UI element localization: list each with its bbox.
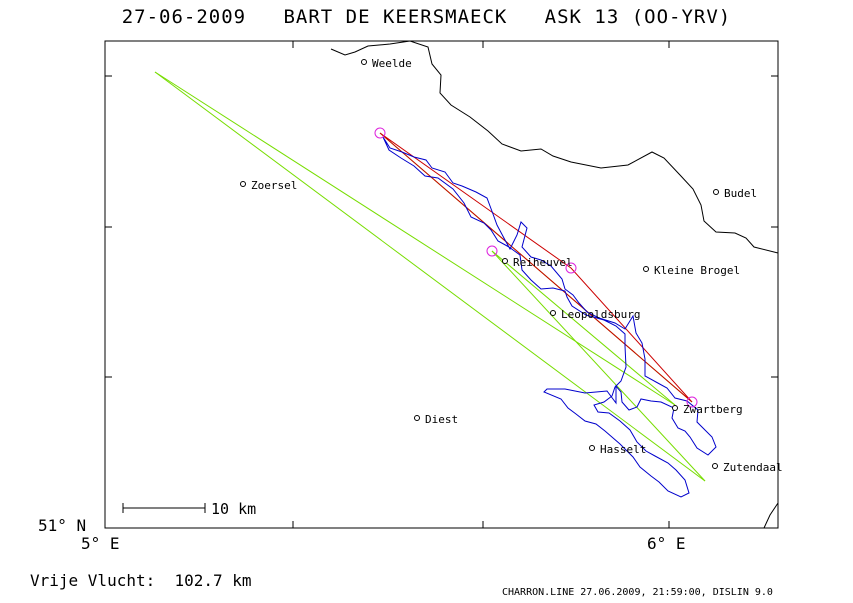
- place-marker-icon: [240, 181, 246, 187]
- turnpoint-marker: [686, 396, 698, 408]
- map-title: 27-06-2009 BART DE KEERSMAECK ASK 13 (OO…: [121, 6, 732, 28]
- place-label: Weelde: [372, 57, 412, 70]
- free-flight-distance: Vrije Vlucht: 102.7 km: [30, 571, 252, 590]
- frame-ticks: [105, 41, 778, 528]
- place-label: Reiheuvel: [513, 256, 573, 269]
- place-label: Zwartberg: [683, 403, 743, 416]
- gps-track: [382, 136, 717, 498]
- turnpoint-marker: [374, 127, 386, 139]
- place-label: Zutendaal: [723, 461, 783, 474]
- country-border-south: [763, 502, 779, 529]
- place-marker-icon: [672, 405, 678, 411]
- country-border: [330, 40, 779, 254]
- place-label: Kleine Brogel: [654, 264, 740, 277]
- lon-label-6e: 6° E: [647, 534, 686, 553]
- place-marker-icon: [550, 310, 556, 316]
- turnpoint-marker: [486, 245, 498, 257]
- footer-credits: CHARRON.LINE 27.06.2009, 21:59:00, DISLI…: [502, 587, 773, 598]
- place-marker-icon: [502, 258, 508, 264]
- place-marker-icon: [361, 59, 367, 65]
- scale-bar: [122, 503, 206, 513]
- place-marker-icon: [643, 266, 649, 272]
- turnpoints: [374, 127, 698, 408]
- turnpoint-marker: [565, 262, 577, 274]
- place-label: Diest: [425, 413, 458, 426]
- place-marker-icon: [589, 445, 595, 451]
- place-marker-icon: [712, 463, 718, 469]
- place-markers: Weelde Zoersel Budel Reiheuvel Kleine Brogel…: [240, 57, 783, 474]
- lat-label: 51° N: [38, 516, 87, 535]
- scale-bar-label: 10 km: [211, 500, 256, 518]
- task-lines: [379, 132, 693, 403]
- lon-label-5e: 5° E: [81, 534, 120, 553]
- place-marker-icon: [414, 415, 420, 421]
- place-label: Budel: [724, 187, 757, 200]
- place-label: Leopoldsburg: [561, 308, 640, 321]
- place-label: Zoersel: [251, 179, 297, 192]
- map-frame: [104, 40, 779, 529]
- place-marker-icon: [713, 189, 719, 195]
- place-label: Hasselt: [600, 443, 646, 456]
